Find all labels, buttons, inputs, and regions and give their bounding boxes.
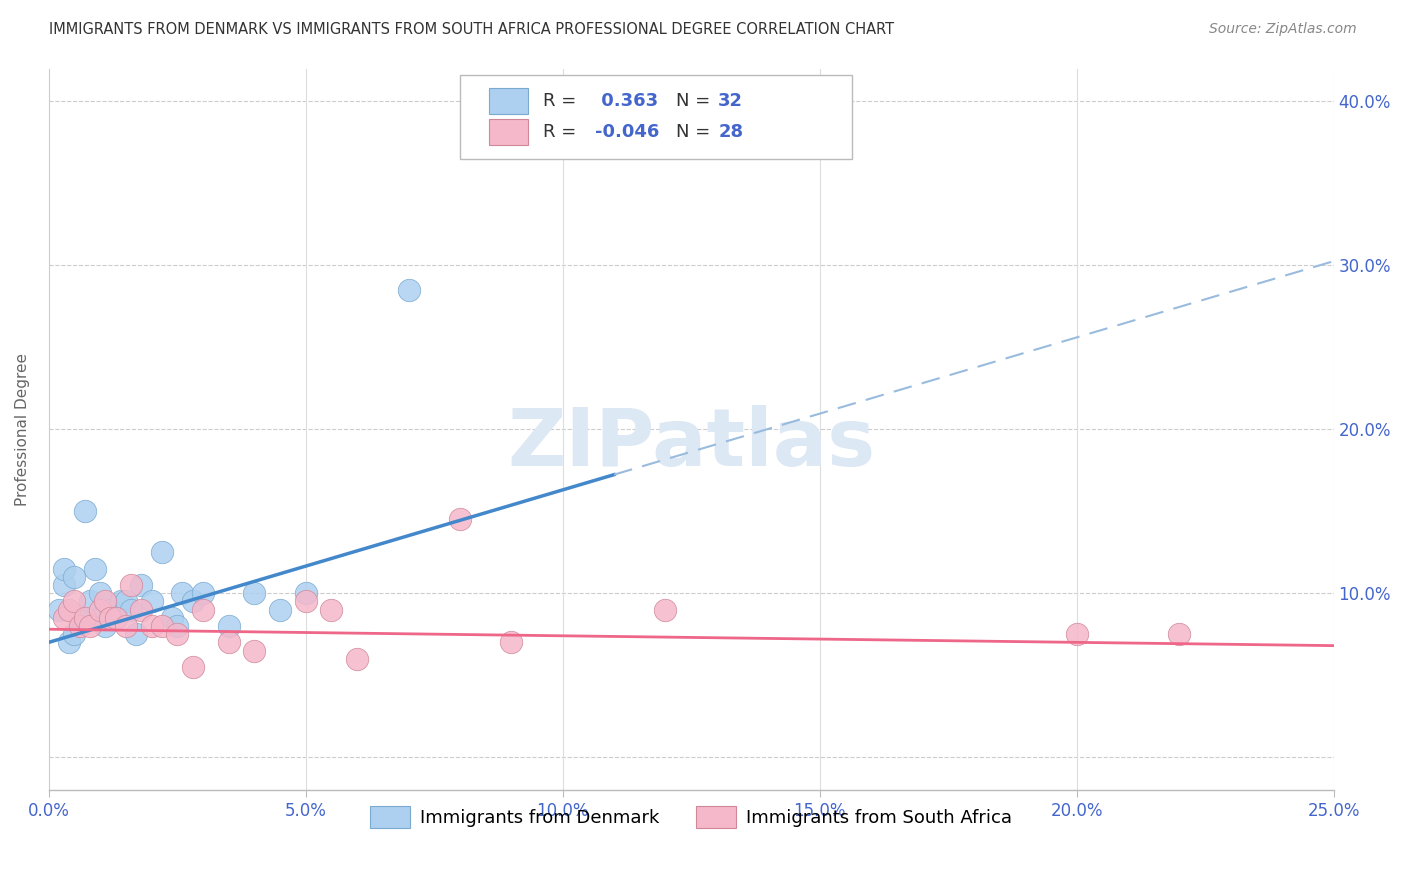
Point [150,545,173,559]
Point [104,611,127,625]
Point [321,602,343,616]
Point [129,578,152,592]
Point [1066,627,1088,641]
Point [115,594,138,608]
Point [69,619,91,633]
Text: -0.046: -0.046 [595,123,659,141]
Point [294,586,316,600]
Point [654,602,676,616]
Point [63,570,86,584]
Text: N =: N = [676,123,710,141]
Text: 28: 28 [718,123,744,141]
Point [79,619,101,633]
Point [63,627,86,641]
Point [94,594,117,608]
Point [166,619,188,633]
Point [243,586,266,600]
Point [191,602,214,616]
Text: R =: R = [544,123,576,141]
Point [150,619,173,633]
Point [181,594,204,608]
Point [120,602,142,616]
Point [69,611,91,625]
Point [48,602,70,616]
Point [141,594,163,608]
Point [58,635,80,649]
Point [218,619,240,633]
Point [104,611,127,625]
Point [84,561,107,575]
Legend: Immigrants from Denmark, Immigrants from South Africa: Immigrants from Denmark, Immigrants from… [363,798,1019,835]
Point [346,652,368,666]
Point [63,594,86,608]
Point [110,594,132,608]
Point [89,586,111,600]
Point [94,619,117,633]
Point [398,283,420,297]
Text: ZIPatlas: ZIPatlas [508,405,876,483]
Point [449,512,471,526]
Point [100,611,122,625]
Point [141,619,163,633]
Point [181,660,204,674]
Point [53,611,76,625]
Point [53,578,76,592]
Point [120,578,142,592]
Point [166,627,188,641]
Text: R =: R = [544,92,576,110]
Text: 0.363: 0.363 [595,92,658,110]
FancyBboxPatch shape [489,88,529,114]
Point [79,594,101,608]
Point [89,602,111,616]
Point [100,602,122,616]
Point [115,619,138,633]
Point [1168,627,1191,641]
Point [125,627,148,641]
Text: Source: ZipAtlas.com: Source: ZipAtlas.com [1209,22,1357,37]
Point [73,611,96,625]
Point [269,602,291,616]
Point [191,586,214,600]
Text: IMMIGRANTS FROM DENMARK VS IMMIGRANTS FROM SOUTH AFRICA PROFESSIONAL DEGREE CORR: IMMIGRANTS FROM DENMARK VS IMMIGRANTS FR… [49,22,894,37]
Point [89,611,111,625]
Point [58,602,80,616]
FancyBboxPatch shape [489,119,529,145]
FancyBboxPatch shape [460,75,852,159]
Point [172,586,194,600]
Point [501,635,523,649]
Text: 32: 32 [718,92,744,110]
Point [243,643,266,657]
Text: N =: N = [676,92,710,110]
Point [53,561,76,575]
Point [218,635,240,649]
Point [160,611,183,625]
Point [73,504,96,518]
Point [129,602,152,616]
Point [294,594,316,608]
Y-axis label: Professional Degree: Professional Degree [15,352,30,506]
